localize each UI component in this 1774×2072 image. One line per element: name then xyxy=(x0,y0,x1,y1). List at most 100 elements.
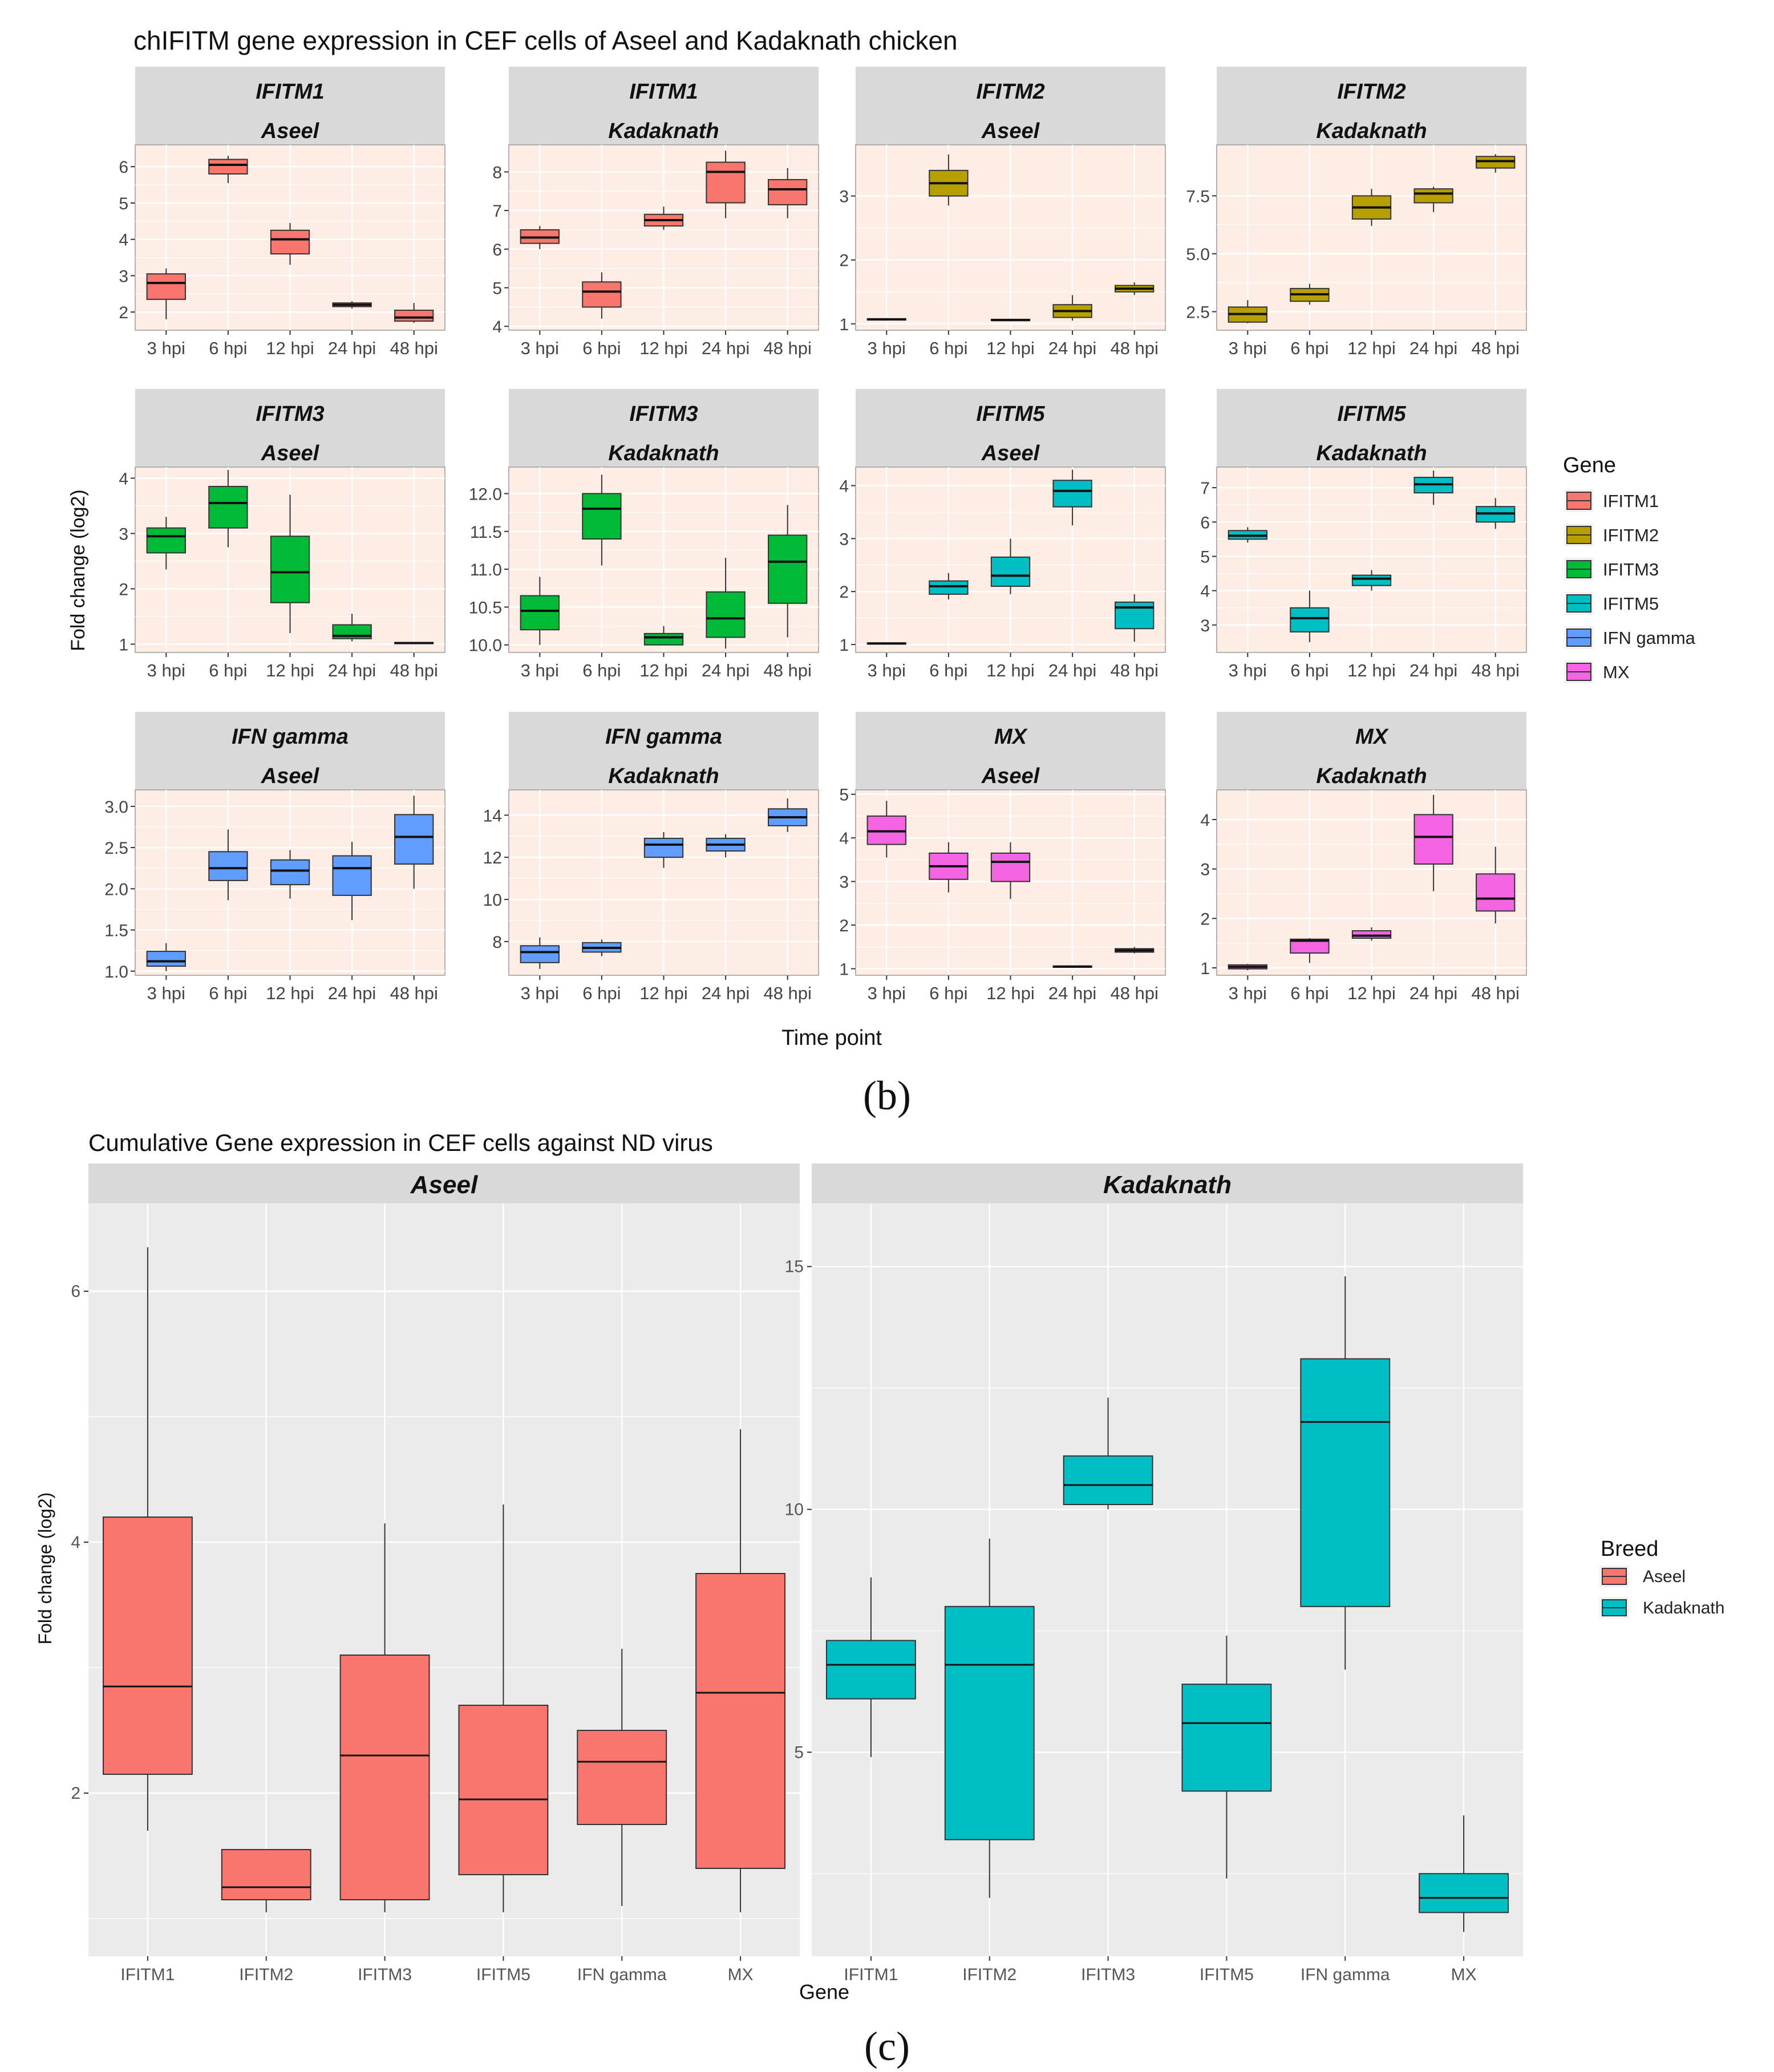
x-tick-label: 24 hpi xyxy=(1048,338,1096,358)
box-6-hpi xyxy=(208,829,248,901)
facet-strip xyxy=(509,389,819,467)
x-tick-label: 24 hpi xyxy=(1048,660,1096,680)
box-3-hpi xyxy=(520,937,560,969)
x-tick-label: 6 hpi xyxy=(209,983,247,1003)
y-tick-label: 1 xyxy=(1200,959,1210,978)
legend-item-ifitm3: IFITM3 xyxy=(1564,558,1659,581)
x-tick-label: IFN gamma xyxy=(1301,1965,1390,1984)
facet-gene-label: IFN gamma xyxy=(232,725,349,749)
iqr-box xyxy=(1351,574,1392,586)
iqr-box xyxy=(1300,1358,1391,1607)
y-tick-label: 2.5 xyxy=(104,839,128,858)
facet-breed-label: Aseel xyxy=(981,764,1040,788)
x-tick-label: 24 hpi xyxy=(702,660,750,680)
y-tick-label: 1.0 xyxy=(104,963,128,982)
iqr-box xyxy=(1063,1455,1153,1505)
facet-breed-label: Kadaknath xyxy=(1103,1171,1232,1199)
y-tick-label: 11.0 xyxy=(470,561,502,579)
facet-breed-label: Aseel xyxy=(261,119,320,143)
box-12-hpi xyxy=(990,842,1031,899)
panel-ifitm2-kadaknath: IFITM2 Kadaknath 2.5 5.0 7.5 3 hpi 6 hpi 12 hpi… xyxy=(1186,67,1527,358)
x-tick-label: 12 hpi xyxy=(986,660,1034,680)
box-ifn-gamma xyxy=(1300,1276,1391,1670)
facet-strip xyxy=(88,1163,800,1203)
iqr-box xyxy=(582,281,622,308)
y-tick-label: 1 xyxy=(839,960,849,979)
iqr-box xyxy=(146,951,186,967)
box-12-hpi xyxy=(1351,927,1392,941)
figure-c-legend-title: Breed xyxy=(1601,1537,1658,1561)
box-mx xyxy=(1419,1815,1509,1932)
iqr-box xyxy=(1290,607,1330,632)
box-48-hpi xyxy=(1115,947,1155,954)
figure-b-legend: Gene IFITM1 IFITM2 IFITM3 IFITM5 IFN gamma MX xyxy=(1563,453,1696,683)
x-tick-label: 12 hpi xyxy=(639,660,687,680)
box-ifitm3 xyxy=(1063,1397,1153,1510)
box-3-hpi xyxy=(1228,964,1267,971)
facet-breed-label: Kadaknath xyxy=(1316,764,1427,788)
iqr-box xyxy=(768,179,808,205)
y-tick-label: 4 xyxy=(492,318,502,336)
iqr-box xyxy=(394,814,434,865)
figure-c-caption: (c) xyxy=(864,2024,910,2069)
x-tick-label: 3 hpi xyxy=(868,660,906,680)
box-3-hpi xyxy=(866,642,906,645)
legend-item-mx: MX xyxy=(1564,660,1630,683)
iqr-box xyxy=(643,837,684,858)
box-24-hpi xyxy=(1413,794,1453,891)
facet-strip xyxy=(1217,712,1526,790)
y-tick-label: 3 xyxy=(119,525,128,544)
iqr-box xyxy=(270,536,310,603)
x-tick-label: 48 hpi xyxy=(1471,338,1519,358)
y-tick-label: 1.5 xyxy=(104,922,128,940)
box-ifitm5 xyxy=(458,1505,549,1912)
box-24-hpi xyxy=(706,834,746,858)
box-48-hpi xyxy=(394,303,434,323)
iqr-box xyxy=(208,851,248,881)
box-12-hpi xyxy=(990,538,1031,594)
x-tick-label: 12 hpi xyxy=(266,660,314,680)
iqr-box xyxy=(332,855,372,896)
facet-breed-label: Aseel xyxy=(261,441,320,465)
legend-item-label: IFN gamma xyxy=(1603,628,1696,648)
box-48-hpi xyxy=(1476,498,1516,529)
legend-item-ifitm1: IFITM1 xyxy=(1564,489,1659,512)
legend-item-label: IFITM5 xyxy=(1603,594,1659,614)
iqr-box xyxy=(1052,480,1092,508)
facet-gene-label: IFITM5 xyxy=(1337,402,1406,426)
y-tick-label: 10 xyxy=(483,891,502,910)
iqr-box xyxy=(1413,814,1453,865)
y-tick-label: 4 xyxy=(119,231,128,250)
box-ifitm2 xyxy=(944,1538,1035,1898)
x-tick-label: 6 hpi xyxy=(929,983,967,1003)
x-tick-label: IFITM2 xyxy=(239,1965,293,1984)
facet-gene-label: IFITM2 xyxy=(1337,80,1406,104)
x-tick-label: IFITM1 xyxy=(120,1965,175,1984)
x-tick-label: 6 hpi xyxy=(582,983,621,1003)
y-tick-label: 5.0 xyxy=(1186,245,1210,264)
x-tick-label: 12 hpi xyxy=(1347,983,1395,1003)
facet-strip xyxy=(135,389,445,467)
iqr-box xyxy=(1419,1873,1509,1913)
facet-strip xyxy=(856,389,1165,467)
x-tick-label: 6 hpi xyxy=(209,660,247,680)
panel-ifitm3-aseel: IFITM3 Aseel 1 2 3 4 3 hpi 6 hpi 12 hpi 24 hpi 48 … xyxy=(119,389,445,680)
x-tick-label: 3 hpi xyxy=(1229,983,1267,1003)
y-tick-label: 4 xyxy=(1200,582,1210,601)
panel-mx-aseel: MX Aseel 1 2 3 4 5 3 hpi 6 hpi 12 hpi 24 hpi 48 hpi xyxy=(839,712,1166,1003)
box-3-hpi xyxy=(146,268,186,319)
y-tick-label: 2.5 xyxy=(1186,303,1210,322)
y-tick-label: 1 xyxy=(119,635,128,654)
facet-strip xyxy=(812,1163,1523,1203)
facet-strip xyxy=(509,712,819,790)
x-tick-label: 12 hpi xyxy=(1347,338,1395,358)
box-3-hpi xyxy=(520,577,560,645)
panel-ifitm1-kadaknath: IFITM1 Kadaknath 4 5 6 7 8 3 hpi 6 hpi 12 hpi 24 h… xyxy=(492,67,819,358)
facet-strip xyxy=(1217,389,1526,467)
x-tick-label: 3 hpi xyxy=(868,983,906,1003)
legend-item-label: Kadaknath xyxy=(1643,1599,1724,1617)
iqr-box xyxy=(208,159,248,175)
x-tick-label: 6 hpi xyxy=(1290,338,1329,358)
box-48-hpi xyxy=(768,168,808,218)
